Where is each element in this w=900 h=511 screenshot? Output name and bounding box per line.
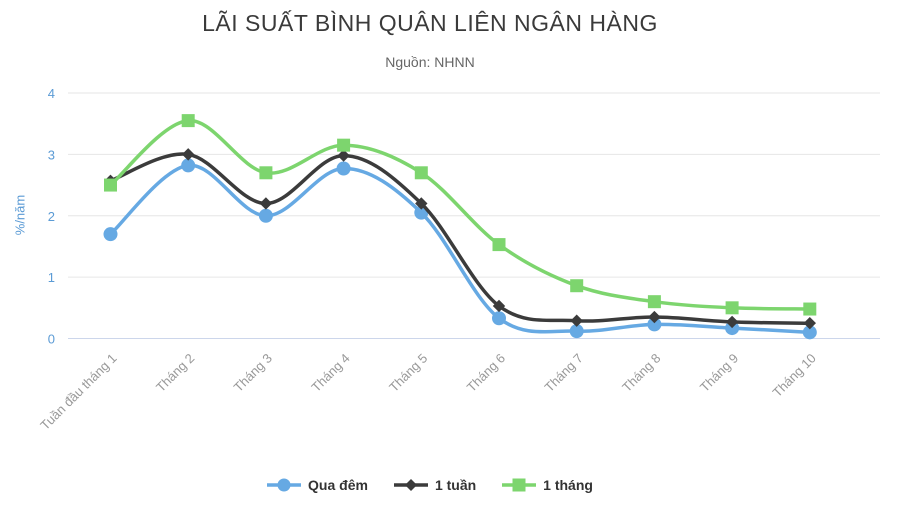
data-point-0-5[interactable] <box>492 311 506 326</box>
data-point-1-6[interactable] <box>570 314 583 327</box>
legend-item-1-tuan[interactable]: 1 tuần <box>393 477 477 493</box>
legend-label: 1 tháng <box>543 477 593 493</box>
data-point-0-6[interactable] <box>569 324 584 339</box>
legend-label: Qua đêm <box>308 477 368 493</box>
square-marker-icon <box>502 478 537 492</box>
data-point-0-7[interactable] <box>647 317 662 332</box>
data-point-2-2[interactable] <box>259 166 273 180</box>
x-axis-label-9: Tháng 10 <box>769 351 818 400</box>
data-point-1-1[interactable] <box>182 148 195 161</box>
x-axis-label-8: Tháng 9 <box>697 351 741 395</box>
data-point-2-4[interactable] <box>414 166 428 180</box>
x-axis-label-3: Tháng 4 <box>308 351 352 395</box>
series-line-0 <box>108 163 812 335</box>
legend-item-qua-dem[interactable]: Qua đêm <box>267 477 368 493</box>
series-line-2 <box>108 118 812 311</box>
x-axis-label-0: Tuần đầu tháng 1 <box>37 351 119 433</box>
data-point-2-8[interactable] <box>725 301 739 315</box>
data-point-1-2[interactable] <box>259 197 273 210</box>
y-axis-tick-1: 1 <box>48 270 55 285</box>
series-line-1 <box>108 152 812 325</box>
data-point-2-0[interactable] <box>104 178 117 192</box>
data-point-2-7[interactable] <box>647 295 661 309</box>
x-axis-label-4: Tháng 5 <box>386 351 430 395</box>
chart-title: LÃI SUẤT BÌNH QUÂN LIÊN NGÂN HÀNG <box>202 10 658 36</box>
circle-marker-icon <box>267 478 302 492</box>
x-axis-label-5: Tháng 6 <box>464 351 508 395</box>
y-axis-tick-0: 0 <box>48 332 55 347</box>
data-point-2-1[interactable] <box>181 114 195 128</box>
data-point-2-6[interactable] <box>570 279 584 293</box>
data-point-1-9[interactable] <box>803 316 816 330</box>
data-point-2-9[interactable] <box>803 302 817 316</box>
x-axis-label-6: Tháng 7 <box>541 351 585 395</box>
y-axis-tick-2: 2 <box>48 209 55 224</box>
data-point-1-7[interactable] <box>648 310 661 324</box>
legend: Qua đêm 1 tuần 1 tháng <box>0 477 860 493</box>
y-axis-tick-4: 4 <box>48 86 55 101</box>
legend-label: 1 tuần <box>434 477 477 493</box>
x-axis-label-2: Tháng 3 <box>231 351 275 395</box>
legend-item-1-thang[interactable]: 1 tháng <box>502 477 593 493</box>
x-axis-label-7: Tháng 8 <box>619 351 663 395</box>
data-point-2-3[interactable] <box>337 138 351 152</box>
data-point-0-0[interactable] <box>103 227 118 242</box>
data-point-1-5[interactable] <box>492 299 506 313</box>
diamond-marker-icon <box>393 479 428 491</box>
data-point-1-4[interactable] <box>415 197 428 210</box>
data-point-1-8[interactable] <box>725 315 739 329</box>
data-point-0-2[interactable] <box>258 208 273 223</box>
data-point-0-3[interactable] <box>336 161 351 176</box>
data-point-0-9[interactable] <box>802 325 817 340</box>
chart-subtitle: Nguồn: NHNN <box>385 54 475 70</box>
y-axis-tick-3: 3 <box>48 147 55 162</box>
x-axis-label-1: Tháng 2 <box>153 351 197 395</box>
data-point-2-5[interactable] <box>492 238 506 252</box>
data-point-0-1[interactable] <box>181 158 196 173</box>
data-point-1-3[interactable] <box>337 149 350 162</box>
